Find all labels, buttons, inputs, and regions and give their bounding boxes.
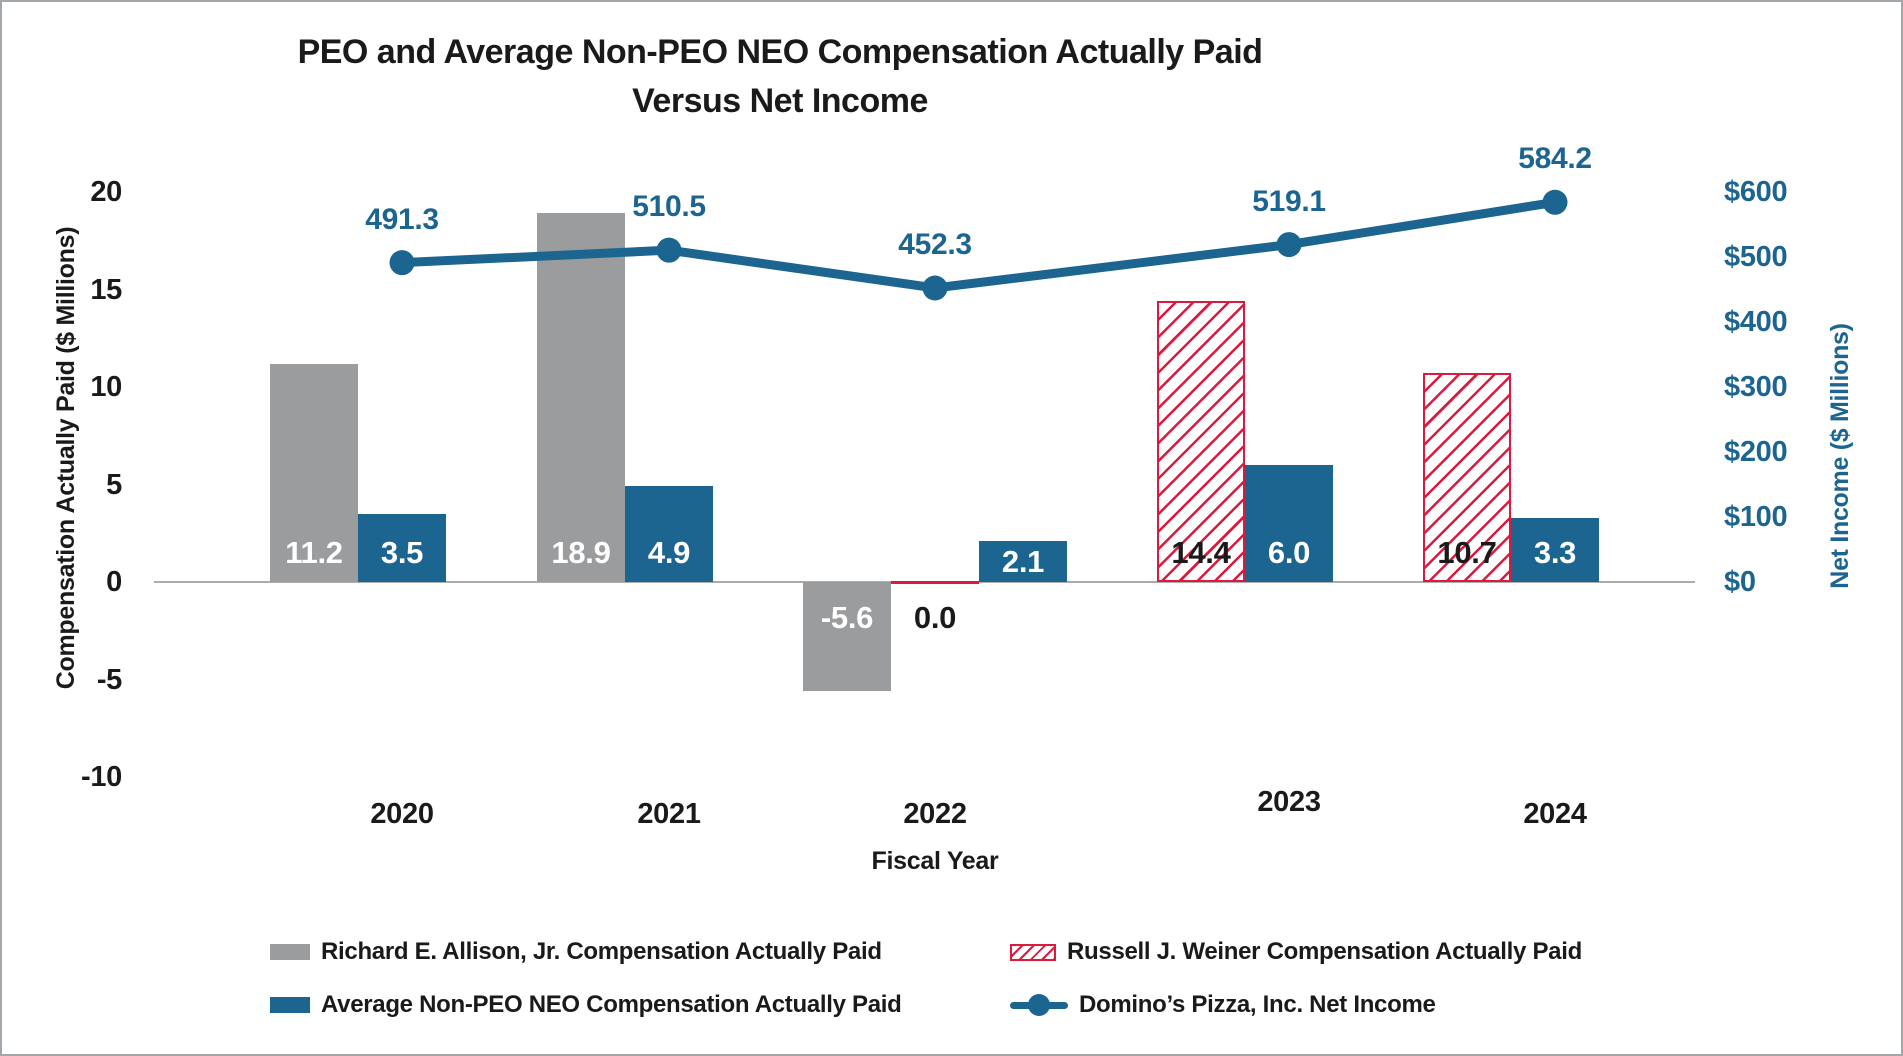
bar-allison-2021 — [537, 213, 625, 582]
net-income-value-label: 519.1 — [1252, 184, 1326, 218]
left-axis-tick: 5 — [106, 468, 122, 501]
right-axis-tick: $0 — [1724, 566, 1756, 598]
line-marker-swatch-icon — [1010, 993, 1068, 1017]
bar-value-label: 10.7 — [1437, 535, 1497, 570]
net-income-value-label: 584.2 — [1518, 142, 1592, 176]
legend-item-allison: Richard E. Allison, Jr. Compensation Act… — [270, 938, 1010, 966]
left-axis-tick: 0 — [106, 566, 122, 598]
legend-label-weiner: Russell J. Weiner Compensation Actually … — [1067, 938, 1582, 965]
right-axis-tick: $400 — [1724, 306, 1788, 338]
bar-value-label: 18.9 — [551, 535, 611, 570]
net-income-value-label: 452.3 — [898, 228, 972, 261]
x-axis-year-label: 2020 — [370, 798, 434, 830]
bar-value-label: 2.1 — [1001, 543, 1045, 579]
bar-avg-non-peo-neo-2022 — [979, 541, 1067, 582]
left-axis-tick: -10 — [80, 761, 122, 793]
blue-bar-swatch-icon — [270, 997, 310, 1013]
bar-weiner-2024 — [1423, 373, 1511, 582]
legend-label-allison: Richard E. Allison, Jr. Compensation Act… — [321, 938, 882, 965]
chart-subtitle: Versus Net Income — [632, 82, 928, 120]
legend-label-net-income: Domino’s Pizza, Inc. Net Income — [1079, 991, 1436, 1018]
net-income-point — [1276, 232, 1302, 258]
hatched-bar-swatch-icon — [1010, 943, 1056, 961]
bar-avg-non-peo-neo-2023 — [1245, 465, 1333, 582]
bar-value-label: 4.9 — [647, 535, 691, 570]
net-income-point — [656, 237, 682, 263]
x-axis-year-label: 2022 — [903, 798, 967, 830]
net-income-point — [389, 250, 415, 276]
gray-bar-swatch-icon — [270, 944, 310, 960]
bar-avg-non-peo-neo-2024 — [1511, 517, 1599, 582]
left-axis-tick: 15 — [90, 273, 122, 306]
x-axis-year-label: 2024 — [1523, 798, 1587, 830]
bar-avg-non-peo-neo-2020 — [358, 513, 446, 582]
x-axis-year-label: 2021 — [637, 798, 701, 830]
bar-value-label: 3.3 — [1533, 535, 1577, 570]
left-axis-tick: 20 — [90, 176, 122, 208]
legend: Richard E. Allison, Jr. Compensation Act… — [270, 938, 1582, 1019]
net-income-value-label: 491.3 — [365, 202, 439, 236]
left-axis-tick: 10 — [90, 371, 122, 403]
right-axis-tick: $100 — [1724, 501, 1788, 533]
legend-item-weiner: Russell J. Weiner Compensation Actually … — [1010, 938, 1582, 966]
bar-value-label: 0.0 — [913, 600, 957, 635]
legend-item-avg-non-peo-neo: Average Non-PEO NEO Compensation Actuall… — [270, 991, 1010, 1019]
bar-value-label: 11.2 — [285, 535, 343, 570]
right-axis-tick: $500 — [1724, 241, 1788, 273]
left-axis-tick: -5 — [96, 663, 122, 696]
bar-weiner-2023 — [1157, 301, 1245, 582]
right-axis-tick: $200 — [1724, 436, 1788, 468]
net-income-point — [1542, 189, 1568, 215]
bar-allison-2020 — [270, 363, 358, 582]
right-axis-tick: $300 — [1724, 371, 1788, 403]
x-axis-year-label: 2023 — [1257, 786, 1321, 818]
bar-allison-2022 — [803, 582, 891, 692]
bar-value-label: -5.6 — [820, 600, 874, 635]
chart-title-block: PEO and Average Non-PEO NEO Compensation… — [2, 28, 1558, 126]
bar-value-label: 14.4 — [1171, 535, 1231, 570]
right-axis-tick: $600 — [1724, 176, 1788, 208]
net-income-value-label: 510.5 — [632, 190, 706, 224]
legend-item-net-income: Domino’s Pizza, Inc. Net Income — [1010, 991, 1582, 1019]
chart-title: PEO and Average Non-PEO NEO Compensation… — [297, 33, 1263, 71]
legend-label-avg-non-peo-neo: Average Non-PEO NEO Compensation Actuall… — [321, 991, 902, 1018]
bar-value-label: 6.0 — [1267, 535, 1311, 570]
bar-value-label: 3.5 — [380, 535, 424, 570]
bar-avg-non-peo-neo-2021 — [625, 486, 713, 582]
bar-weiner-2022 — [891, 580, 979, 584]
x-axis-title: Fiscal Year — [871, 847, 999, 875]
net-income-point — [922, 275, 948, 301]
